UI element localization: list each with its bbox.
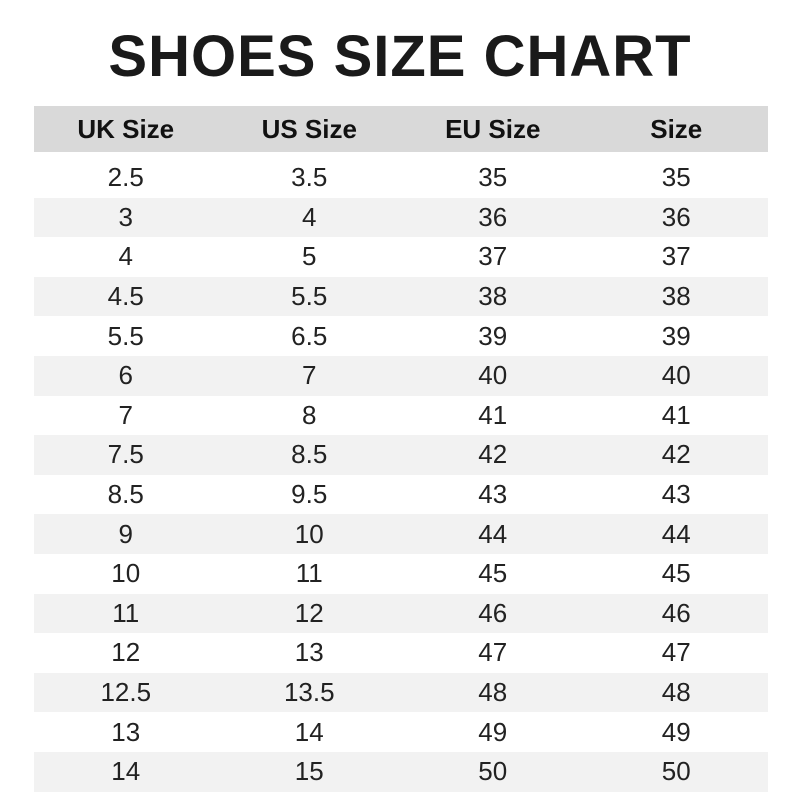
table-row: 9 10 44 44	[34, 514, 768, 554]
table-cell: 15	[294, 756, 324, 787]
table-cell: 40	[478, 360, 508, 391]
table-row: 11 12 46 46	[34, 593, 768, 634]
table-cell: 5.5	[107, 320, 144, 351]
table-cell: 12.5	[100, 677, 152, 708]
table-cell: 3.5	[291, 162, 328, 193]
table-row: 13 14 49 49	[34, 712, 768, 752]
table-cell: 8	[302, 399, 317, 430]
table-cell: 35	[478, 162, 508, 193]
table-cell: 43	[478, 479, 508, 510]
table-cell: 7	[118, 399, 133, 430]
table-cell: 9	[118, 518, 133, 549]
table-cell: 39	[478, 320, 508, 351]
table-cell: 12	[294, 597, 324, 628]
table-cell: 45	[478, 558, 508, 589]
table-row: 12 13 47 47	[34, 633, 768, 673]
table-cell: 50	[661, 756, 691, 787]
table-row: 14 15 50 50	[34, 751, 768, 792]
table-cell: 7.5	[107, 439, 144, 470]
table-cell: 6	[118, 360, 133, 391]
table-row: 7.5 8.5 42 42	[34, 435, 768, 475]
table-cell: 42	[478, 439, 508, 470]
table-cell: 38	[661, 281, 691, 312]
table-cell: 36	[478, 201, 508, 232]
table-cell: 8.5	[291, 439, 328, 470]
table-cell: 14	[294, 716, 324, 747]
table-row: 2.5 3.5 35 35	[34, 158, 768, 198]
column-header: EU Size	[445, 113, 541, 144]
table-cell: 40	[661, 360, 691, 391]
table-cell: 5	[302, 241, 317, 272]
table-cell: 50	[478, 756, 508, 787]
table-cell: 13	[294, 637, 324, 668]
table-cell: 13	[111, 716, 141, 747]
table-cell: 5.5	[291, 281, 328, 312]
table-cell: 46	[661, 597, 691, 628]
table-cell: 41	[661, 399, 691, 430]
column-header: Size	[650, 113, 703, 144]
table-cell: 37	[661, 241, 691, 272]
table-row: 4.5 5.5 38 38	[34, 276, 768, 317]
table-row: 6 7 40 40	[34, 355, 768, 396]
table-cell: 48	[661, 677, 691, 708]
table-row: 7 8 41 41	[34, 396, 768, 436]
size-table: UK Size US Size EU Size Size 2.5 3.5 35 35 3 4 36…	[34, 106, 768, 792]
table-row: 12.5 13.5 48 48	[34, 672, 768, 713]
table-cell: 12	[111, 637, 141, 668]
table-cell: 10	[111, 558, 141, 589]
table-cell: 36	[661, 201, 691, 232]
table-cell: 42	[661, 439, 691, 470]
table-cell: 4	[302, 201, 317, 232]
page-title: SHOES SIZE CHART	[108, 24, 692, 89]
table-cell: 48	[478, 677, 508, 708]
table-row: 5.5 6.5 39 39	[34, 316, 768, 356]
table-cell: 47	[661, 637, 691, 668]
table-cell: 4	[118, 241, 133, 272]
table-cell: 38	[478, 281, 508, 312]
table-cell: 6.5	[291, 320, 328, 351]
table-cell: 2.5	[107, 162, 144, 193]
table-cell: 8.5	[107, 479, 144, 510]
table-cell: 4.5	[107, 281, 144, 312]
table-row: 4 5 37 37	[34, 237, 768, 277]
table-cell: 45	[661, 558, 691, 589]
table-cell: 3	[118, 201, 133, 232]
table-cell: 35	[661, 162, 691, 193]
table-cell: 14	[111, 756, 141, 787]
table-cell: 43	[661, 479, 691, 510]
table-cell: 49	[661, 716, 691, 747]
table-cell: 13.5	[283, 677, 335, 708]
table-row: 3 4 36 36	[34, 197, 768, 238]
table-cell: 49	[478, 716, 508, 747]
table-cell: 37	[478, 241, 508, 272]
table-row: 10 11 45 45	[34, 554, 768, 594]
table-body: 2.5 3.5 35 35 3 4 36 36 4 5 37 37 4.5 5.5 38 38 5.5 6.5 39…	[34, 158, 768, 792]
table-cell: 10	[294, 518, 324, 549]
table-cell: 11	[112, 597, 140, 628]
table-header: UK Size US Size EU Size Size	[34, 106, 768, 152]
table-cell: 39	[661, 320, 691, 351]
table-cell: 44	[478, 518, 508, 549]
table-cell: 44	[661, 518, 691, 549]
table-cell: 11	[295, 558, 323, 589]
table-row: 8.5 9.5 43 43	[34, 475, 768, 515]
table-cell: 7	[302, 360, 317, 391]
column-header: UK Size	[77, 113, 175, 144]
table-cell: 41	[478, 399, 508, 430]
table-cell: 46	[478, 597, 508, 628]
column-header: US Size	[261, 113, 357, 144]
table-cell: 9.5	[291, 479, 328, 510]
table-cell: 47	[478, 637, 508, 668]
